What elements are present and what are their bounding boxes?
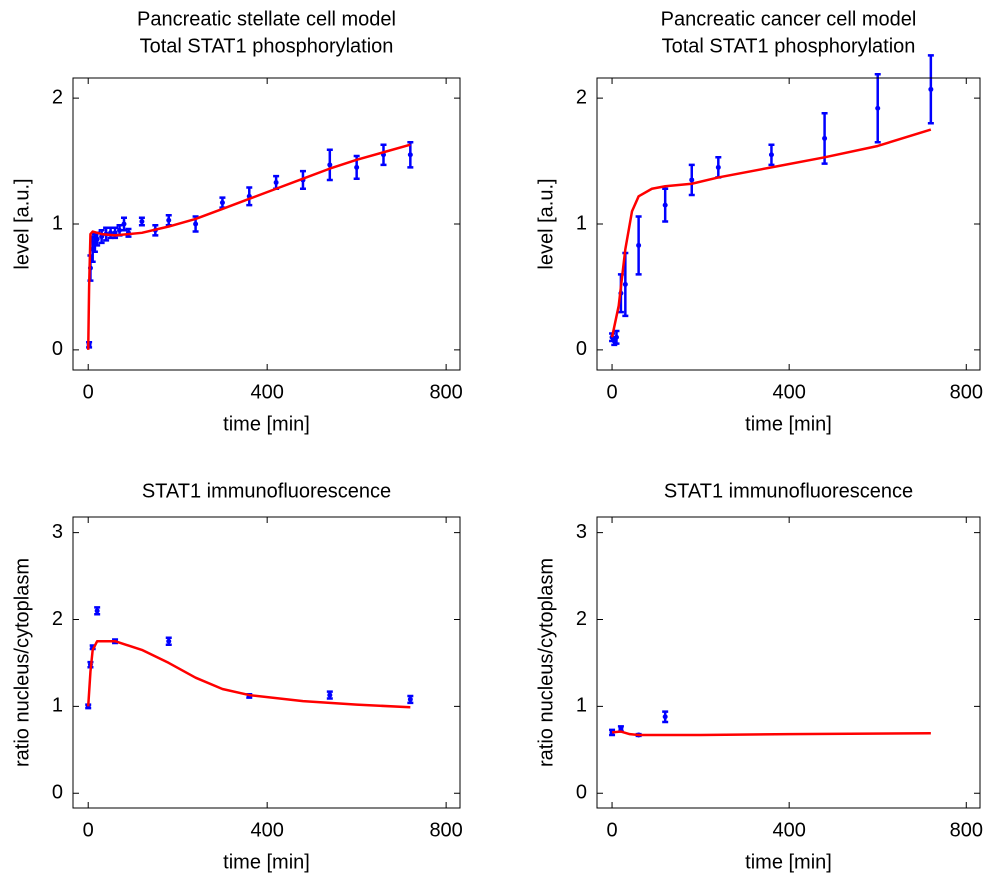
x-tick-label: 0: [606, 819, 617, 841]
chart-subtitle: Total STAT1 phosphorylation: [662, 35, 916, 57]
data-point: [613, 334, 619, 340]
data-point: [121, 221, 127, 227]
data-point: [662, 202, 668, 208]
x-tick-label: 800: [950, 819, 983, 841]
data-point: [219, 200, 225, 206]
y-tick-label: 2: [52, 608, 63, 630]
y-tick-label: 1: [52, 212, 63, 234]
data-point: [193, 221, 199, 227]
y-axis-label: level [a.u.]: [11, 178, 33, 269]
x-tick-label: 400: [772, 819, 805, 841]
data-point: [768, 152, 774, 158]
data-point: [662, 714, 668, 720]
y-tick-label: 0: [52, 782, 63, 804]
data-point: [166, 638, 172, 644]
model-line: [86, 639, 411, 709]
model-line: [86, 143, 411, 350]
y-axis-label: ratio nucleus/cytoplasm: [11, 558, 33, 767]
x-axis-label: time [min]: [745, 413, 832, 435]
y-tick-label: 0: [52, 338, 63, 360]
data-point: [273, 179, 279, 185]
data-point: [354, 164, 360, 170]
y-tick-label: 1: [576, 695, 587, 717]
x-tick-label: 400: [250, 819, 283, 841]
data-point: [689, 177, 695, 183]
x-tick-label: 800: [950, 381, 983, 403]
chart-title: STAT1 immunofluorescence: [142, 480, 391, 502]
data-point: [94, 608, 100, 614]
chart-title: STAT1 immunofluorescence: [664, 480, 913, 502]
data-point: [715, 164, 721, 170]
x-axis-label: time [min]: [223, 413, 310, 435]
data-point: [822, 135, 828, 141]
x-axis-label: time [min]: [223, 851, 310, 873]
axes-box: [596, 77, 981, 371]
data-point: [622, 281, 628, 287]
data-point: [407, 152, 413, 158]
y-tick-label: 2: [576, 608, 587, 630]
x-tick-label: 0: [83, 381, 94, 403]
data-point: [166, 217, 172, 223]
y-tick-label: 3: [52, 521, 63, 543]
chart-subtitle: Total STAT1 phosphorylation: [140, 35, 394, 57]
chart-title: Pancreatic stellate cell model: [137, 8, 396, 30]
chart-title: Pancreatic cancer cell model: [661, 8, 917, 30]
axes-box: [596, 516, 981, 809]
data-point: [928, 86, 934, 92]
y-tick-label: 1: [576, 212, 587, 234]
x-tick-label: 0: [83, 819, 94, 841]
y-tick-label: 2: [52, 86, 63, 108]
y-tick-label: 0: [576, 338, 587, 360]
y-tick-label: 3: [576, 521, 587, 543]
y-tick-label: 2: [576, 86, 587, 108]
data-point: [117, 227, 123, 233]
y-tick-label: 1: [52, 695, 63, 717]
data-point: [618, 726, 624, 732]
y-tick-label: 0: [576, 782, 587, 804]
data-point: [94, 236, 100, 242]
x-tick-label: 400: [250, 381, 283, 403]
data-point: [407, 696, 413, 702]
x-tick-label: 0: [606, 381, 617, 403]
y-axis-label: ratio nucleus/cytoplasm: [535, 558, 557, 767]
x-tick-label: 800: [429, 819, 462, 841]
data-point: [875, 105, 881, 111]
x-tick-label: 400: [772, 381, 805, 403]
model-line: [610, 128, 932, 338]
model-line: [611, 730, 931, 737]
axes-box: [72, 77, 461, 371]
data-point: [327, 162, 333, 168]
data-point: [139, 218, 145, 224]
axes-box: [72, 516, 461, 809]
x-tick-label: 800: [429, 381, 462, 403]
data-point: [327, 692, 333, 698]
y-axis-label: level [a.u.]: [535, 178, 557, 269]
data-point: [636, 242, 642, 248]
x-axis-label: time [min]: [745, 851, 832, 873]
